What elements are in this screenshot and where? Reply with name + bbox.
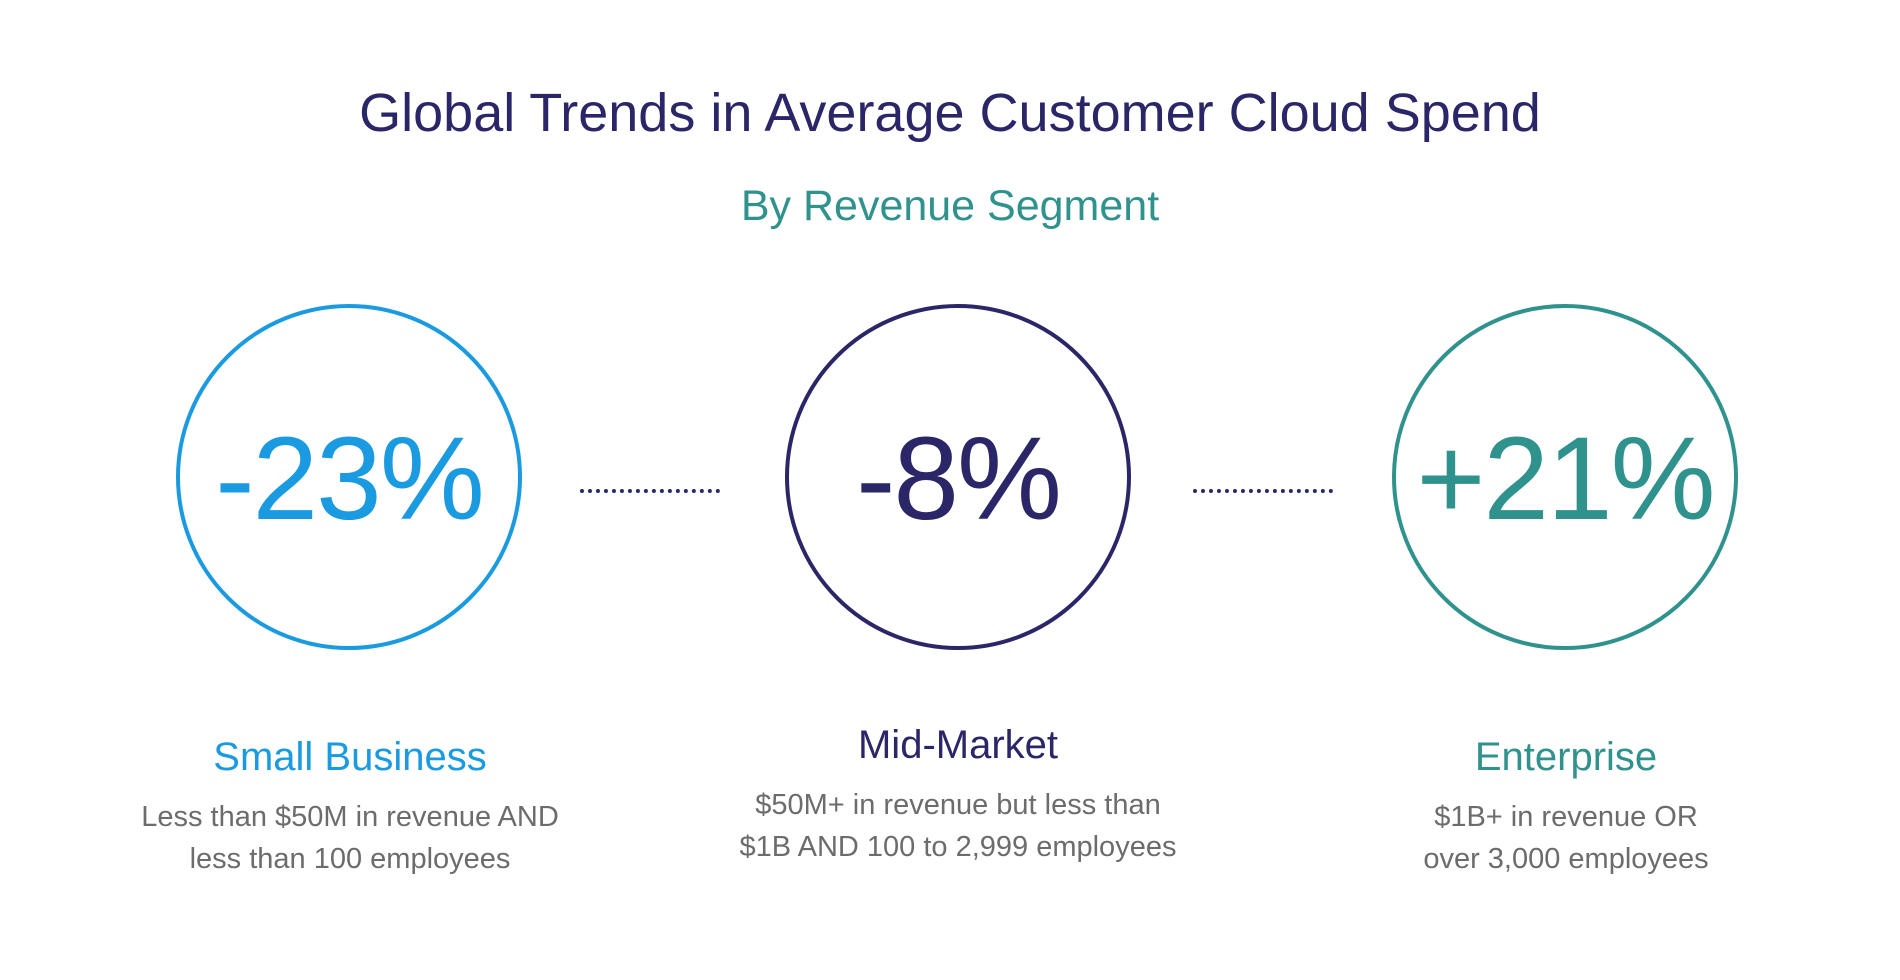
enterprise-description-line2: over 3,000 employees: [1423, 843, 1709, 875]
connector-dots-left: [580, 489, 720, 493]
mid-market-description-line2: $1B AND 100 to 2,999 employees: [739, 831, 1177, 863]
mid-market-circle: -8%: [785, 304, 1131, 650]
mid-market-description-line1: $50M+ in revenue but less than: [755, 789, 1161, 821]
enterprise-description-line1: $1B+ in revenue OR: [1434, 801, 1698, 833]
enterprise-circle: +21%: [1392, 304, 1738, 650]
mid-market-value: -8%: [856, 413, 1062, 545]
small-business-label: Small Business: [213, 735, 487, 779]
mid-market-label: Mid-Market: [857, 723, 1059, 767]
small-business-circle: -23%: [176, 304, 522, 650]
page-subtitle: By Revenue Segment: [740, 182, 1160, 230]
mid-market-description: $50M+ in revenue but less than $1B AND 1…: [658, 784, 1258, 868]
connector-dots-right: [1193, 489, 1333, 493]
small-business-description-line1: Less than $50M in revenue AND: [141, 801, 559, 833]
page-title: Global Trends in Average Customer Cloud …: [359, 83, 1541, 143]
small-business-description: Less than $50M in revenue AND less than …: [50, 796, 650, 880]
enterprise-description: $1B+ in revenue OR over 3,000 employees: [1266, 796, 1866, 880]
enterprise-label: Enterprise: [1474, 735, 1658, 779]
small-business-description-line2: less than 100 employees: [189, 843, 511, 875]
enterprise-value: +21%: [1416, 413, 1715, 545]
small-business-value: -23%: [215, 413, 484, 545]
